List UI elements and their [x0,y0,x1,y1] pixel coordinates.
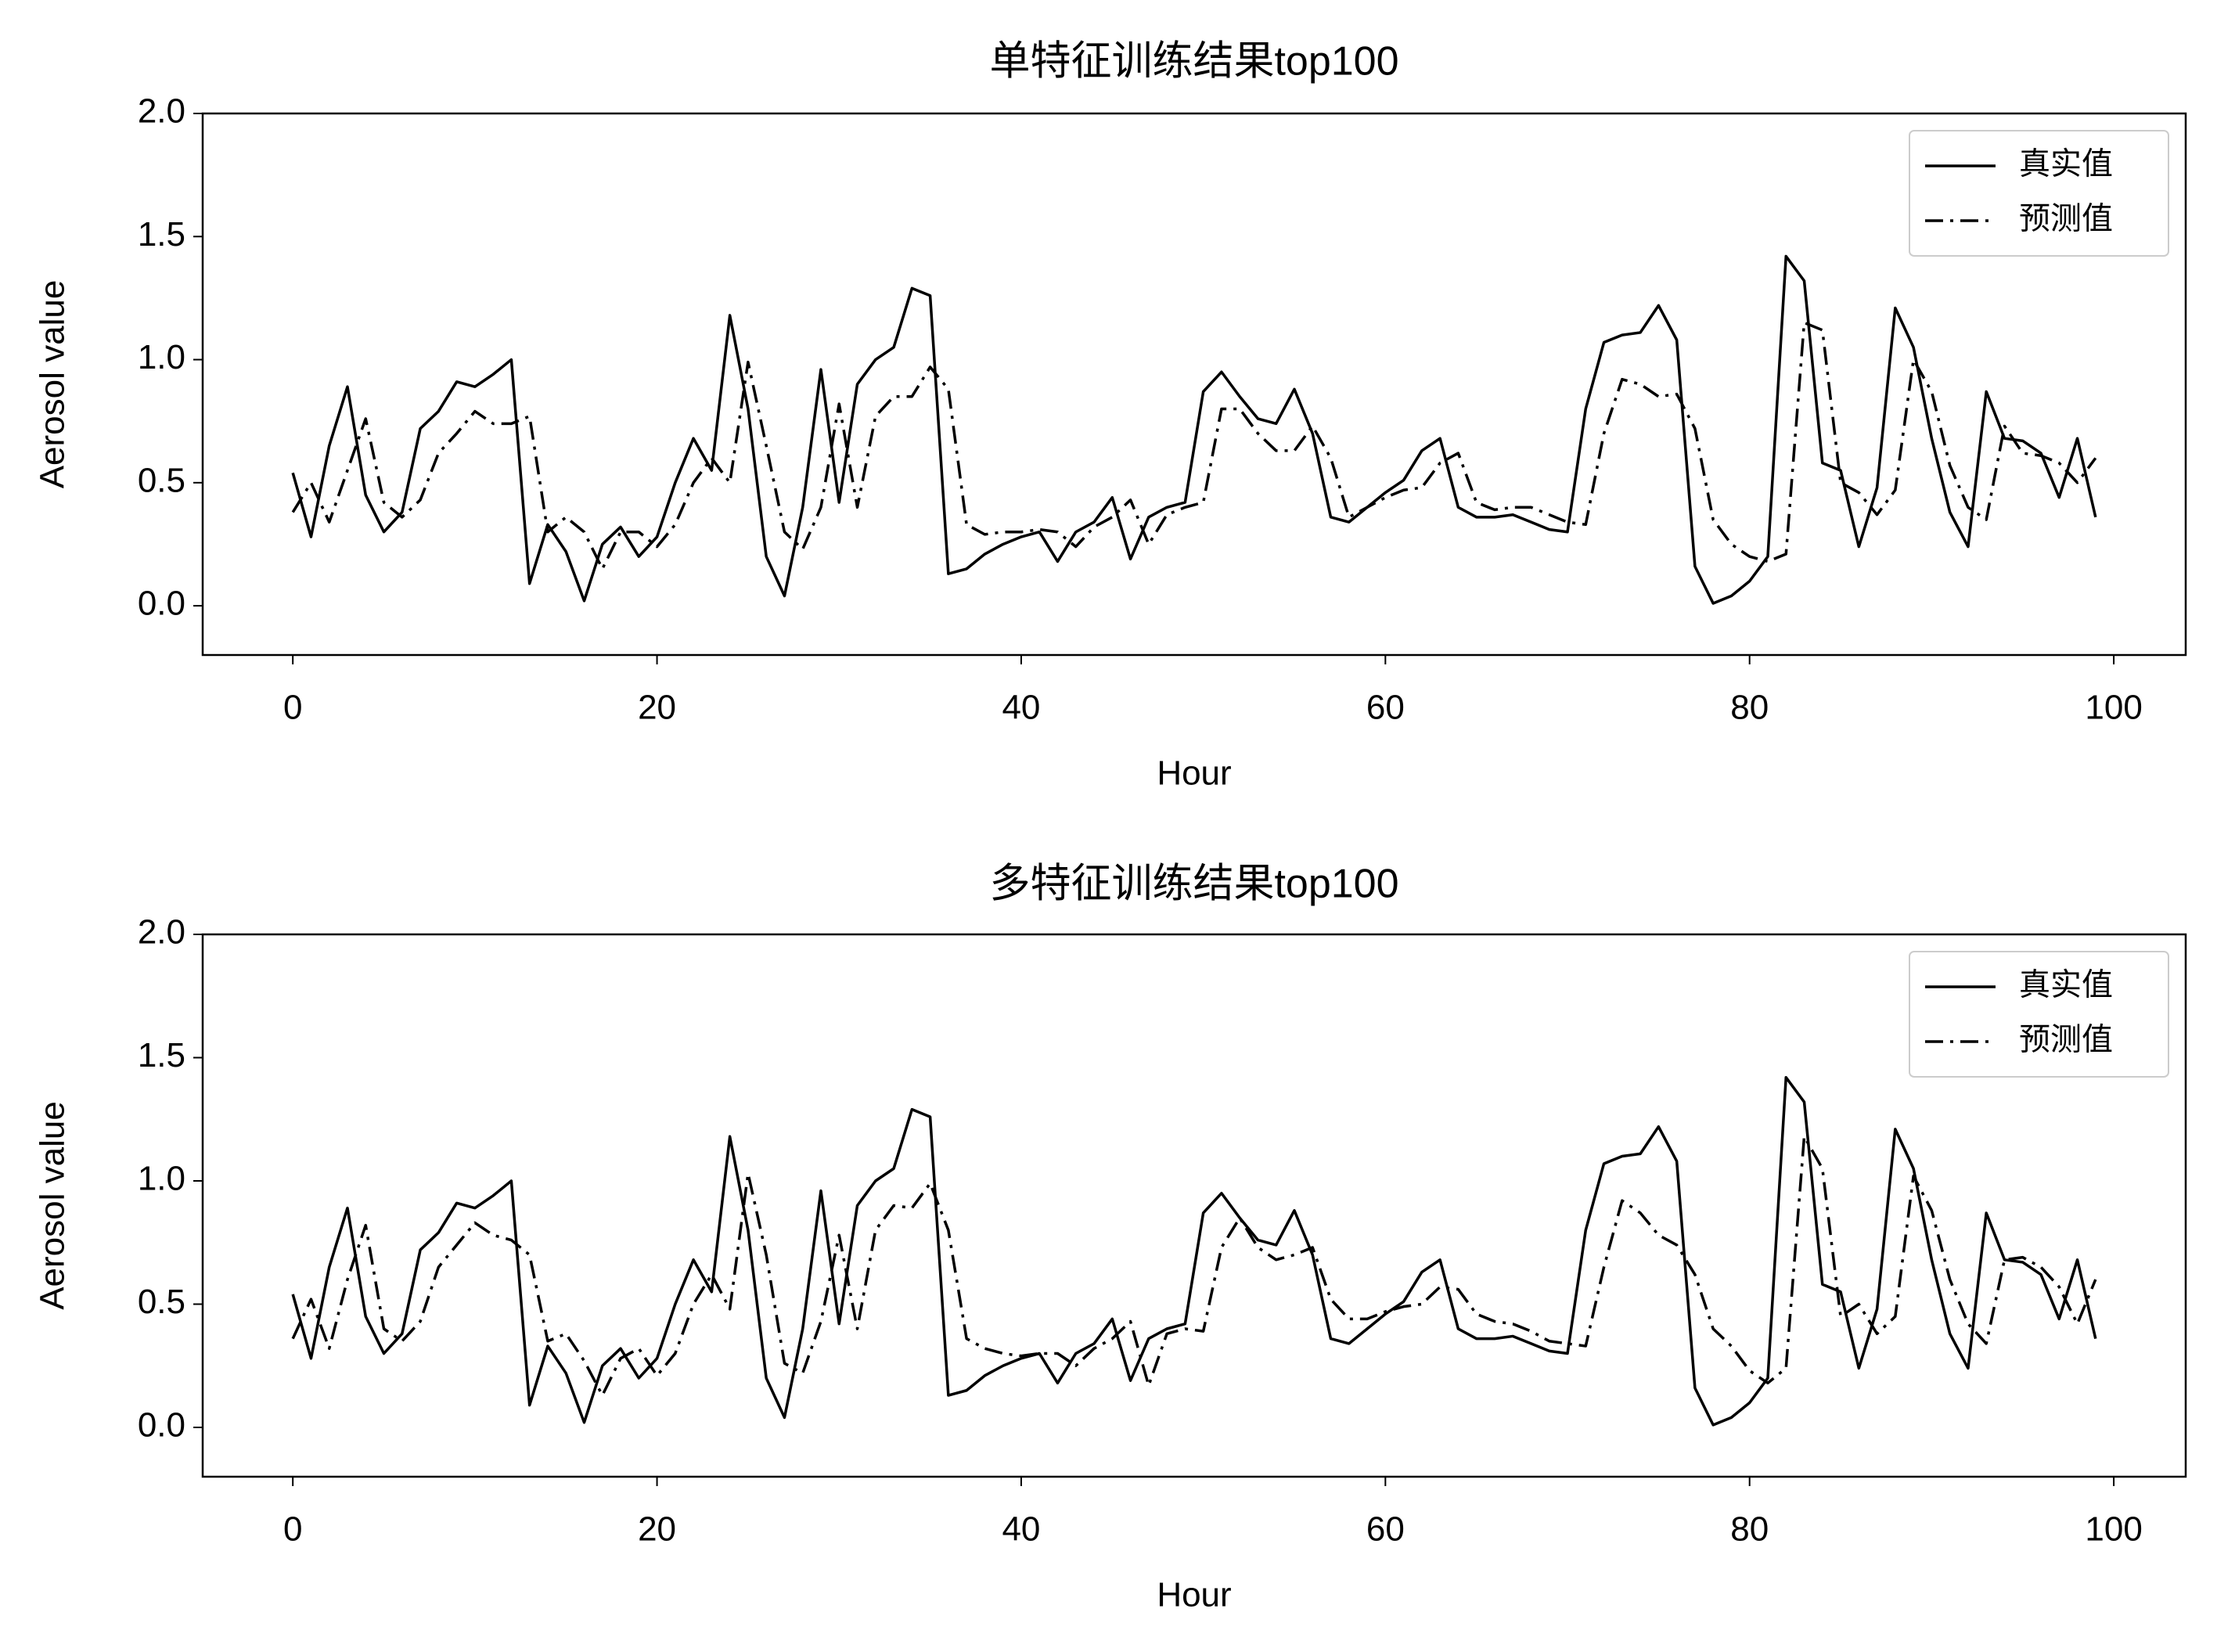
axes-frame [201,112,2187,657]
legend-label: 预测值 [2019,202,2113,236]
y-tick-label: 1.5 [138,215,185,254]
chart-title: 多特征训练结果top100 [989,862,1398,907]
axes-frame [201,933,2187,1478]
y-tick-label: 1.0 [138,1160,185,1198]
x-tick-label: 60 [1366,1510,1405,1549]
x-tick-label: 20 [638,689,676,727]
x-axis-label: Hour [1157,1576,1231,1614]
x-tick-label: 40 [1002,1510,1040,1549]
x-tick-label: 60 [1366,689,1405,727]
series-line [291,1075,2097,1427]
subplot: 多特征训练结果top100 Hour Aerosol value 0 20 40 60 80 1… [34,862,2187,1614]
x-tick-label: 80 [1730,1510,1769,1549]
series-line [291,1135,2097,1397]
legend-label: 预测值 [2019,1023,2113,1057]
x-axis-label: Hour [1157,754,1231,793]
y-tick-label: 1.0 [138,338,185,376]
y-tick-label: 0.0 [138,585,185,623]
y-tick-label: 0.5 [138,461,185,499]
series-line [291,254,2097,605]
y-tick-label: 1.5 [138,1036,185,1074]
legend-frame [1909,951,2169,1078]
x-tick-label: 0 [283,1510,302,1549]
y-tick-label: 2.0 [138,92,185,131]
series-line [291,321,2097,570]
y-axis-label: Aerosol value [34,1101,72,1310]
x-tick-label: 40 [1002,689,1040,727]
legend-label: 真实值 [2019,968,2113,1002]
y-tick-label: 0.0 [138,1406,185,1445]
subplot: 单特征训练结果top100 Hour Aerosol value 0 20 40 60 80 1… [34,39,2187,793]
x-tick-label: 0 [283,689,302,727]
y-tick-label: 0.5 [138,1283,185,1321]
x-tick-label: 100 [2085,1510,2142,1549]
legend-label: 真实值 [2019,147,2113,182]
x-tick-label: 80 [1730,689,1769,727]
legend-frame [1909,130,2169,257]
x-tick-label: 20 [638,1510,676,1549]
chart-title: 单特征训练结果top100 [989,39,1398,85]
y-axis-label: Aerosol value [34,280,72,489]
x-tick-label: 100 [2085,689,2142,727]
y-tick-label: 2.0 [138,913,185,952]
